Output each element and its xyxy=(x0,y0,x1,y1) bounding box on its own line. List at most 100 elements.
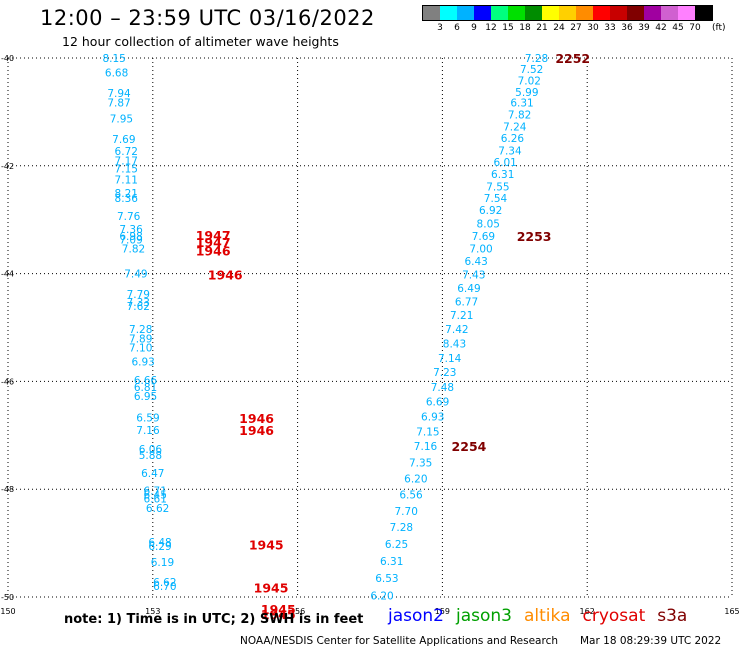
legend-swatch xyxy=(508,6,525,20)
swh-value-label: 7.28 xyxy=(129,324,152,336)
legend-label: 45 xyxy=(672,23,684,33)
credit-line: NOAA/NESDIS Center for Satellite Applica… xyxy=(240,635,558,647)
x-tick-label: 156 xyxy=(290,607,305,616)
legend-label: 30 xyxy=(587,23,599,33)
x-tick-label: 165 xyxy=(724,607,739,616)
swh-value-label: 6.26 xyxy=(501,133,525,145)
swh-value-label: 7.62 xyxy=(127,301,150,313)
x-tick-label: 153 xyxy=(145,607,160,616)
pass-time-label: 1946 xyxy=(196,243,231,258)
legend-label: 12 xyxy=(485,23,497,33)
swh-value-label: 6.81 xyxy=(134,382,157,394)
swh-value-label: 8.05 xyxy=(477,218,500,230)
generation-timestamp: Mar 18 08:29:39 UTC 2022 xyxy=(580,635,722,647)
pass-time-label: 1945 xyxy=(261,602,296,617)
footnote: note: 1) Time is in UTC; 2) SWH is in fe… xyxy=(64,612,364,627)
swh-value-label: 6.68 xyxy=(105,68,128,80)
swh-value-label: 8.15 xyxy=(102,53,125,65)
swh-value-label: 6.98 xyxy=(119,231,142,243)
pass-time-label: 1946 xyxy=(239,423,274,438)
swh-value-label: 7.95 xyxy=(110,113,133,125)
legend-swatch xyxy=(525,6,542,20)
swh-value-label: 7.00 xyxy=(469,243,492,255)
y-tick-label: -50 xyxy=(1,593,14,602)
swh-value-label: 6.71 xyxy=(144,485,167,497)
legend-unit: (ft) xyxy=(712,23,726,33)
swh-value-label: 7.15 xyxy=(115,163,138,175)
pass-time-label: 1947 xyxy=(196,235,231,250)
legend-swatch xyxy=(542,6,559,20)
swh-value-label: 7.82 xyxy=(508,110,531,122)
swh-value-label: 6.53 xyxy=(375,573,398,585)
swh-value-label: 6.95 xyxy=(134,391,157,403)
x-tick-label: 150 xyxy=(0,607,15,616)
swh-value-label: 6.62 xyxy=(146,503,169,515)
swh-value-label: 6.45 xyxy=(144,490,167,502)
swh-value-label: 7.69 xyxy=(112,134,135,146)
legend-swatches xyxy=(422,5,713,21)
y-tick-label: -42 xyxy=(1,162,14,171)
swh-value-label: 6.66 xyxy=(134,375,158,387)
swh-value-label: 6.19 xyxy=(151,557,174,569)
legend-label: 9 xyxy=(471,23,477,33)
swh-value-label: 7.02 xyxy=(518,76,541,88)
legend-swatch xyxy=(491,6,508,20)
pass-time-label: 1945 xyxy=(261,607,296,622)
pass-time-label: 2254 xyxy=(452,439,487,454)
swh-value-label: 6.62 xyxy=(153,577,176,589)
chart-title: 12:00 – 23:59 UTC 03/16/2022 xyxy=(40,6,375,30)
swh-value-label: 8.21 xyxy=(115,188,138,200)
y-tick-label: -46 xyxy=(1,377,14,386)
swh-value-label: 6.31 xyxy=(510,98,533,110)
swh-value-label: 8.36 xyxy=(115,193,139,205)
swh-value-label: 7.09 xyxy=(119,235,142,247)
legend-swatch xyxy=(593,6,610,20)
legend-swatch xyxy=(661,6,678,20)
pass-time-label: 2252 xyxy=(555,51,590,66)
pass-time-label: 1945 xyxy=(254,580,289,595)
swh-value-label: 6.25 xyxy=(385,539,408,551)
swh-value-label: 7.28 xyxy=(525,53,548,65)
swh-value-label: 7.10 xyxy=(129,342,152,354)
legend-label: 6 xyxy=(454,23,460,33)
legend-swatch xyxy=(610,6,627,20)
pass-time-label: 1945 xyxy=(249,538,284,553)
swh-value-label: 7.94 xyxy=(107,88,131,100)
y-tick-label: -40 xyxy=(1,54,14,63)
swh-value-label: 7.89 xyxy=(129,333,152,345)
swh-value-label: 7.16 xyxy=(414,441,438,453)
swh-value-label: 6.59 xyxy=(136,413,159,425)
legend-label: 21 xyxy=(536,23,548,33)
legend-label: 70 xyxy=(689,23,701,33)
swh-value-label: 7.33 xyxy=(127,297,150,309)
swh-value-label: 7.52 xyxy=(520,64,543,76)
legend-label: 24 xyxy=(553,23,565,33)
swh-value-label: 7.14 xyxy=(438,353,462,365)
swh-value-label: 5.99 xyxy=(515,87,538,99)
swh-value-label: 7.43 xyxy=(462,270,485,282)
legend-label: 36 xyxy=(621,23,633,33)
swh-value-label: 7.82 xyxy=(122,243,145,255)
swh-value-label: 7.28 xyxy=(390,522,413,534)
swh-value-label: 7.49 xyxy=(124,269,147,281)
satellite-label: jason2 xyxy=(388,606,444,626)
swh-value-label: 6.31 xyxy=(491,169,514,181)
swh-value-label: 6.61 xyxy=(144,493,167,505)
satellite-label: jason3 xyxy=(456,606,512,626)
legend-label: 15 xyxy=(502,23,514,33)
color-legend: 3 6 9 12 15 18 21 24 27 30 33 36 39 42 45 70 (ft) xyxy=(422,5,726,35)
satellite-label: s3a xyxy=(657,606,688,626)
legend-swatch xyxy=(695,6,712,20)
swh-value-label: 6.72 xyxy=(115,146,138,158)
pass-time-label: 1946 xyxy=(208,268,243,283)
y-tick-label: -48 xyxy=(1,485,14,494)
swh-value-label: 7.42 xyxy=(445,324,468,336)
swh-value-label: 7.87 xyxy=(107,98,130,110)
x-tick-label: 159 xyxy=(435,607,450,616)
x-tick-label: 162 xyxy=(580,607,595,616)
swh-value-label: 7.15 xyxy=(416,427,439,439)
y-tick-label: -44 xyxy=(1,270,14,279)
swh-value-label: 7.36 xyxy=(119,224,143,236)
swh-value-label: 7.79 xyxy=(127,289,150,301)
